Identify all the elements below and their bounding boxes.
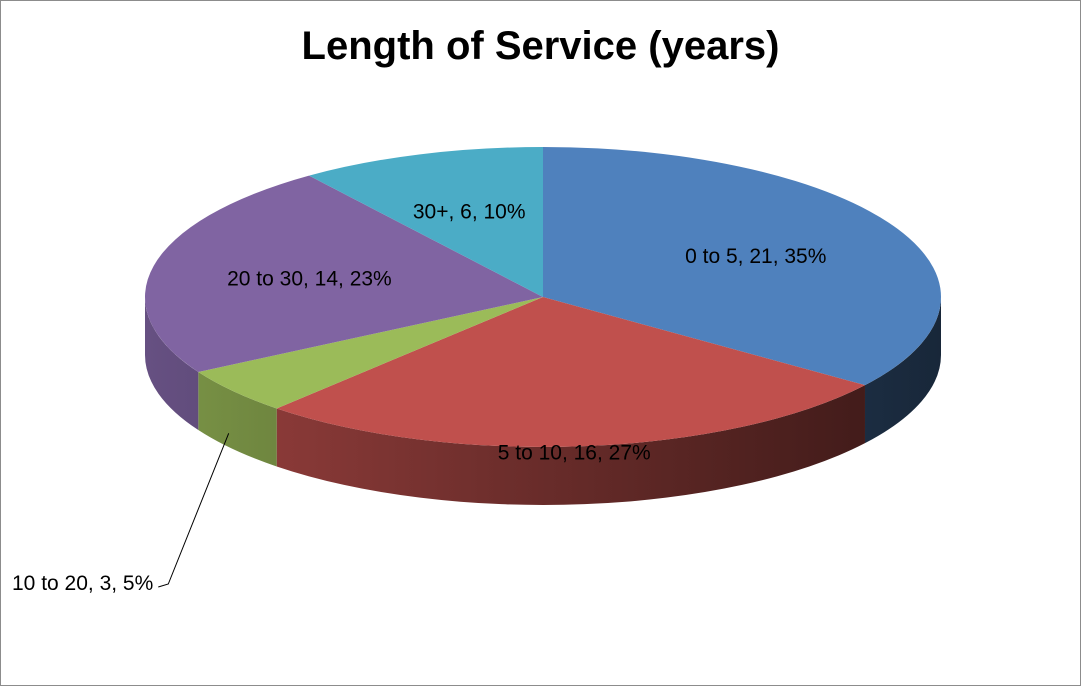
data-label-10-to-20: 10 to 20, 3, 5% [12, 572, 153, 595]
pie-slice-30 [309, 147, 543, 297]
pie-slice-20-to-30 [144, 175, 544, 372]
leader-line-10-to-20 [158, 433, 230, 588]
pie-side-0-to-5 [864, 297, 941, 444]
pie-slice-5-to-10 [276, 297, 865, 448]
pie-slice-0-to-5 [543, 147, 941, 386]
pie-side-5-to-10 [276, 385, 865, 505]
data-label-30: 30+, 6, 10% [413, 200, 526, 223]
data-label-0-to-5: 0 to 5, 21, 35% [685, 245, 826, 268]
data-label-5-to-10: 5 to 10, 16, 27% [498, 441, 651, 464]
pie-side-10-to-20 [198, 372, 277, 467]
pie-side-20-to-30 [145, 297, 199, 430]
chart-title: Length of Service (years) [301, 24, 780, 68]
data-label-20-to-30: 20 to 30, 14, 23% [227, 267, 392, 290]
pie-slice-10-to-20 [198, 297, 543, 409]
